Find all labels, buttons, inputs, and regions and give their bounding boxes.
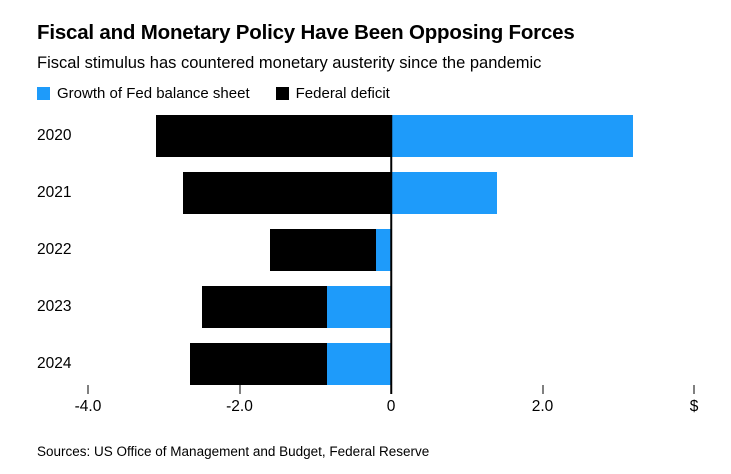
plot-area: 2020 2021 2022 2023 2024 -4.0 -2.0 0 2.0 $ (37, 115, 698, 417)
bar-segment-fed_balance_sheet (391, 172, 498, 214)
x-axis-tick (542, 385, 543, 394)
y-axis-label: 2022 (37, 241, 72, 258)
y-axis-label: 2024 (37, 355, 72, 372)
bar-segment-fed_balance_sheet (375, 229, 391, 271)
x-axis-tick-label: $ (689, 398, 699, 415)
legend-item-fed-balance-sheet: Growth of Fed balance sheet (37, 85, 250, 102)
x-axis-tick (239, 385, 240, 394)
legend-label-deficit: Federal deficit (295, 85, 390, 102)
x-axis-tick-label: -2.0 (226, 398, 253, 415)
x-axis: -4.0 -2.0 0 2.0 $ (75, 385, 698, 417)
x-axis-tick-label: 2.0 (531, 398, 554, 415)
x-axis-tick (87, 385, 89, 394)
bar-track (88, 172, 694, 214)
y-axis-label: 2021 (37, 184, 72, 201)
bar-segment-federal_deficit (190, 343, 327, 385)
bar-row: 2024 (37, 343, 694, 385)
bar-segment-fed_balance_sheet (326, 286, 391, 328)
x-axis-tick (693, 385, 695, 394)
bar-segment-federal_deficit (201, 286, 327, 328)
legend-swatch-fed-icon (37, 87, 50, 100)
bar-track (88, 229, 694, 271)
x-axis-tick-label: 0 (386, 398, 396, 415)
x-axis-tick (390, 385, 392, 394)
legend-swatch-deficit-icon (275, 87, 289, 100)
bar-rows: 2020 2021 2022 2023 2024 (37, 115, 694, 385)
bar-track (88, 286, 694, 328)
chart-title: Fiscal and Monetary Policy Have Been Opp… (37, 21, 575, 44)
y-axis-label: 2020 (37, 127, 72, 144)
bar-row: 2023 (37, 286, 694, 328)
legend-item-federal-deficit: Federal deficit (275, 85, 390, 102)
y-axis-label: 2023 (37, 298, 72, 315)
bar-track (88, 115, 694, 157)
legend-label-fed: Growth of Fed balance sheet (57, 85, 250, 102)
bar-track (88, 343, 694, 385)
bar-row: 2021 (37, 172, 694, 214)
bar-segment-federal_deficit (182, 172, 391, 214)
bar-row: 2022 (37, 229, 694, 271)
x-axis-tick-label: -4.0 (74, 398, 102, 415)
bar-segment-fed_balance_sheet (391, 115, 634, 157)
sources-text: Sources: US Office of Management and Bud… (37, 444, 430, 459)
bar-segment-fed_balance_sheet (326, 343, 391, 385)
bar-segment-federal_deficit (269, 229, 376, 271)
bar-row: 2020 (37, 115, 694, 157)
chart-subtitle: Fiscal stimulus has countered monetary a… (37, 54, 542, 72)
legend: Growth of Fed balance sheet Federal defi… (37, 85, 694, 102)
bar-segment-federal_deficit (156, 115, 391, 157)
